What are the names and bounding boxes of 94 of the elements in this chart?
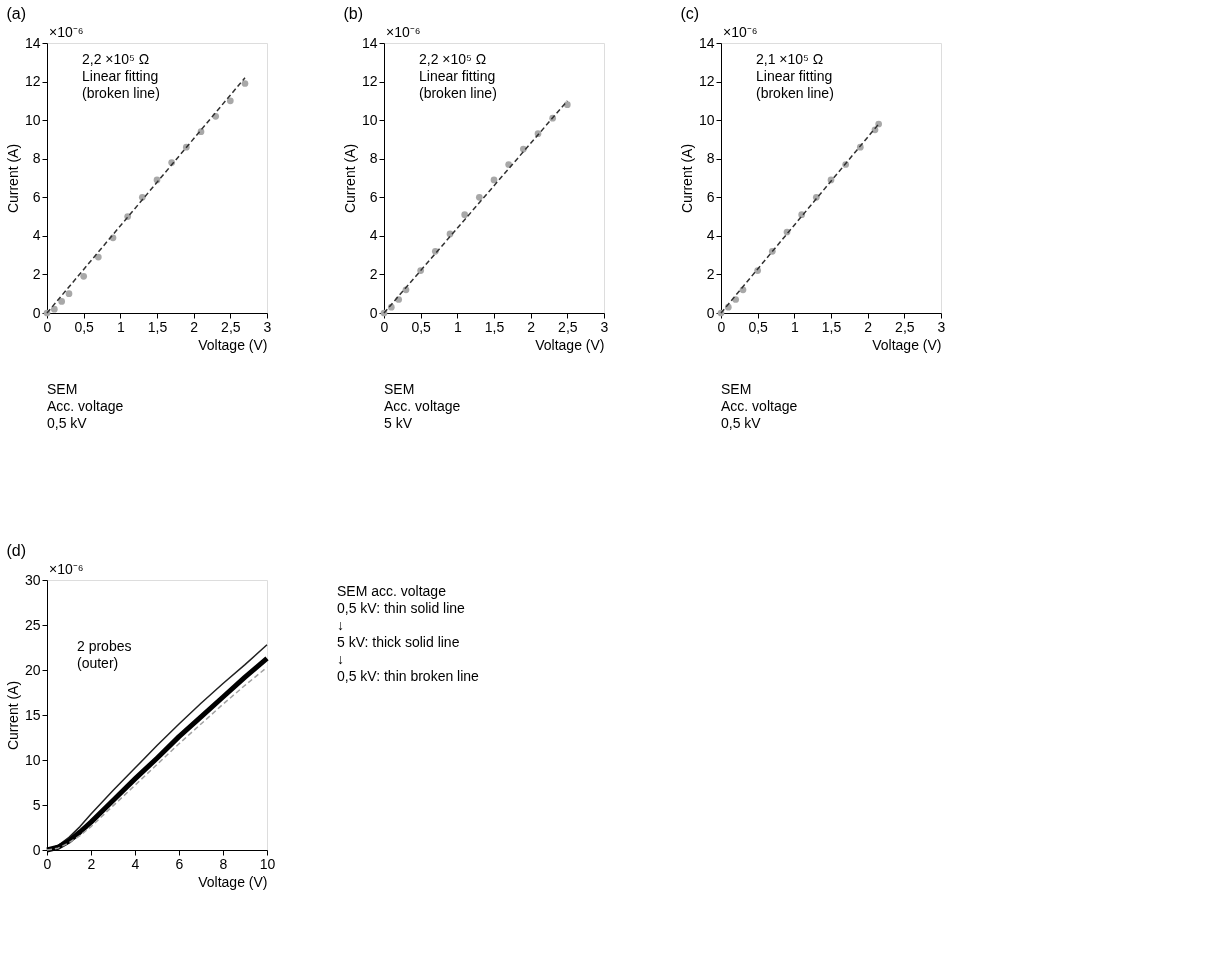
y-tick-label: 15 [24,706,41,723]
x-axis-title: Voltage (V) [198,336,268,353]
x-tick-label: 1,5 [147,318,168,335]
text: SEM Acc. voltage 0,5 kV [721,381,798,431]
y-tick-label: 12 [698,73,715,90]
y-tick-label: 0 [32,841,41,858]
x-tick-label: 3 [600,318,609,335]
x-tick-label: 0 [43,318,52,335]
text: SEM Acc. voltage 0,5 kV [47,381,124,431]
x-tick-label: 2 [190,318,199,335]
y-tick-label: 0 [706,304,715,321]
text: ×10⁻⁶ [49,561,84,577]
point [563,101,571,109]
text: ×10⁻⁶ [386,24,421,40]
y-tick-label: 10 [24,111,41,128]
point [94,253,102,261]
x-tick-label: 2 [864,318,873,335]
text: SEM Acc. voltage 5 kV [384,381,461,431]
x-tick-label: 0,5 [748,318,769,335]
x-tick-label: 4 [131,855,140,872]
x-tick-label: 0 [717,318,726,335]
x-axis-title: Voltage (V) [535,336,605,353]
y-tick-label: 6 [706,188,715,205]
annotation: 2,2 ×10⁵ Ω Linear fitting (broken line) [82,51,160,101]
y-tick-label: 14 [698,34,715,51]
x-tick-label: 0 [43,855,52,872]
y-tick-label: 0 [32,304,41,321]
x-tick-label: 1,5 [821,318,842,335]
point [241,80,249,87]
point [519,145,527,153]
y-tick-label: 25 [24,616,41,633]
x-tick-label: 0,5 [411,318,432,335]
x-tick-label: 8 [219,855,228,872]
y-tick-label: 4 [369,227,378,244]
y-tick-label: 14 [24,34,41,51]
y-axis-title: Current (A) [4,680,21,751]
y-axis-title: Current (A) [4,143,21,214]
point [50,305,58,313]
point [226,97,234,105]
point [80,273,88,280]
y-axis-title: Current (A) [678,143,695,214]
x-tick-label: 6 [175,855,184,872]
point [58,298,66,305]
chart-title: (a) [6,5,26,22]
y-tick-label: 10 [24,751,41,768]
point [461,211,469,218]
x-tick-label: 1 [790,318,799,335]
x-tick-label: 3 [937,318,946,335]
x-tick-label: 10 [259,855,276,872]
y-tick-label: 2 [32,265,41,282]
y-tick-label: 30 [24,571,41,588]
x-tick-label: 2,5 [558,318,578,335]
y-tick-label: 6 [369,188,378,205]
y-tick-label: 8 [32,150,41,167]
x-tick-label: 2 [87,855,96,872]
y-tick-label: 0 [369,304,378,321]
y-tick-label: 4 [32,227,41,244]
x-axis-title: Voltage (V) [198,873,268,890]
chart-title: (c) [680,5,700,22]
y-tick-label: 12 [361,73,378,90]
x-tick-label: 3 [263,318,272,335]
y-axis-title: Current (A) [341,143,358,214]
x-tick-label: 2,5 [221,318,241,335]
y-tick-label: 8 [369,150,378,167]
y-tick-label: 20 [24,661,41,678]
y-tick-label: 14 [361,34,378,51]
y-tick-label: 12 [24,73,41,90]
chart-title: (b) [343,5,363,22]
point [475,193,483,201]
x-tick-label: 2 [527,318,536,335]
y-tick-label: 6 [32,188,41,205]
chart-title: (d) [6,542,26,559]
y-tick-label: 4 [706,227,715,244]
x-tick-label: 0,5 [74,318,95,335]
x-tick-label: 1 [453,318,462,335]
y-tick-label: 2 [706,265,715,282]
annotation: 2,2 ×10⁵ Ω Linear fitting (broken line) [419,51,497,101]
y-tick-label: 10 [698,111,715,128]
y-tick-label: 5 [32,796,41,813]
annotation: 2,1 ×10⁵ Ω Linear fitting (broken line) [756,51,834,101]
x-tick-label: 0 [380,318,389,335]
point [65,290,73,298]
x-tick-label: 1 [116,318,125,335]
y-tick-label: 10 [361,111,378,128]
text: ×10⁻⁶ [723,24,758,40]
annotation: 2 probes (outer) [77,638,132,671]
x-axis-title: Voltage (V) [872,336,942,353]
text: ×10⁻⁶ [49,24,84,40]
x-tick-label: 2,5 [895,318,915,335]
point [490,176,498,184]
x-tick-label: 1,5 [484,318,505,335]
text: SEM acc. voltage 0,5 kV: thin solid line ↓ 5 kV: thick solid line ↓ 0,5 kV: thin broken line [337,583,480,684]
y-tick-label: 2 [369,265,378,282]
y-tick-label: 8 [706,150,715,167]
